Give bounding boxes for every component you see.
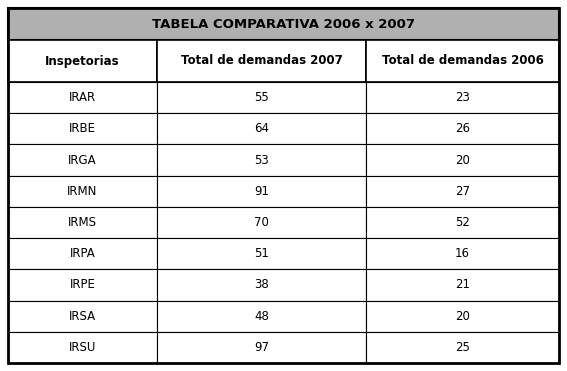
Text: IRMS: IRMS — [68, 216, 97, 229]
Bar — [156, 269, 366, 301]
Bar — [8, 82, 156, 113]
Bar — [156, 207, 366, 238]
Text: IRBE: IRBE — [69, 122, 96, 135]
Text: 91: 91 — [254, 185, 269, 198]
Text: 38: 38 — [254, 279, 269, 292]
Bar — [366, 269, 559, 301]
Bar — [366, 40, 559, 82]
Bar — [8, 175, 156, 207]
Text: 53: 53 — [254, 154, 269, 167]
Text: 51: 51 — [254, 247, 269, 260]
Text: IRMN: IRMN — [67, 185, 98, 198]
Text: 64: 64 — [254, 122, 269, 135]
Bar — [156, 82, 366, 113]
Text: 70: 70 — [254, 216, 269, 229]
Text: 25: 25 — [455, 341, 470, 354]
Text: IRPE: IRPE — [69, 279, 95, 292]
Text: 20: 20 — [455, 154, 470, 167]
Bar — [156, 113, 366, 144]
Text: IRPA: IRPA — [70, 247, 95, 260]
Bar — [366, 113, 559, 144]
Text: 26: 26 — [455, 122, 470, 135]
Bar — [8, 301, 156, 332]
Text: 16: 16 — [455, 247, 470, 260]
Bar — [366, 175, 559, 207]
Bar — [8, 332, 156, 363]
Bar — [8, 238, 156, 269]
Bar — [366, 144, 559, 175]
Text: TABELA COMPARATIVA 2006 x 2007: TABELA COMPARATIVA 2006 x 2007 — [152, 17, 415, 30]
Text: IRAR: IRAR — [69, 91, 96, 104]
Text: 23: 23 — [455, 91, 470, 104]
Bar — [8, 144, 156, 175]
Bar — [156, 175, 366, 207]
Bar — [366, 238, 559, 269]
Text: Total de demandas 2007: Total de demandas 2007 — [180, 55, 342, 68]
Text: 20: 20 — [455, 310, 470, 323]
Bar — [156, 40, 366, 82]
Bar — [366, 332, 559, 363]
Text: IRGA: IRGA — [68, 154, 97, 167]
Text: 27: 27 — [455, 185, 470, 198]
Text: IRSU: IRSU — [69, 341, 96, 354]
Bar — [156, 238, 366, 269]
Text: 97: 97 — [254, 341, 269, 354]
Text: Total de demandas 2006: Total de demandas 2006 — [382, 55, 544, 68]
Text: 21: 21 — [455, 279, 470, 292]
Bar — [156, 144, 366, 175]
Bar — [366, 82, 559, 113]
Bar — [366, 207, 559, 238]
Text: 48: 48 — [254, 310, 269, 323]
Text: 55: 55 — [254, 91, 269, 104]
Text: IRSA: IRSA — [69, 310, 96, 323]
Text: Inspetorias: Inspetorias — [45, 55, 120, 68]
Bar — [156, 332, 366, 363]
Bar — [156, 301, 366, 332]
Bar — [8, 113, 156, 144]
Bar — [366, 301, 559, 332]
Bar — [8, 40, 156, 82]
Bar — [8, 269, 156, 301]
Bar — [8, 207, 156, 238]
Text: 52: 52 — [455, 216, 470, 229]
Bar — [8, 8, 559, 40]
